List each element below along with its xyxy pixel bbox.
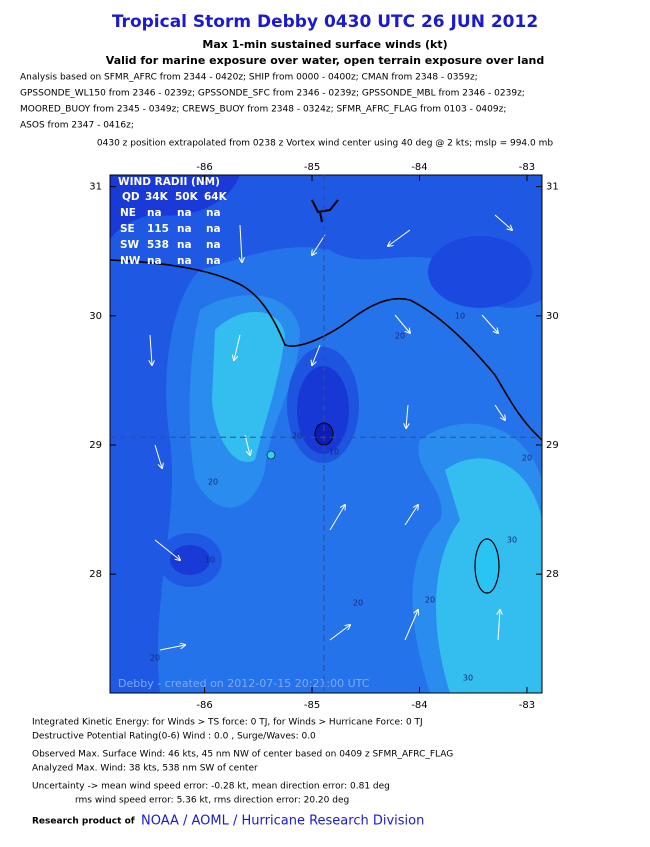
x-tick-label: -84 bbox=[411, 162, 427, 173]
radii-cell: na bbox=[206, 255, 221, 267]
analysis-line: MOORED_BUOY from 2345 - 0349z; CREWS_BUO… bbox=[20, 105, 506, 115]
contour-label: 20 bbox=[353, 599, 363, 608]
y-tick-label: 28 bbox=[89, 569, 102, 580]
contour-label: 20 bbox=[208, 478, 218, 487]
radii-cell: na bbox=[177, 255, 192, 267]
x-tick-label: -84 bbox=[411, 700, 427, 711]
radii-cell: SE bbox=[120, 223, 135, 235]
validity: Valid for marine exposure over water, op… bbox=[106, 54, 544, 67]
y-tick-label: 29 bbox=[546, 440, 559, 451]
contour-label: 20 bbox=[292, 432, 302, 441]
radii-cell: na bbox=[147, 207, 162, 219]
footer-line: Analyzed Max. Wind: 38 kts, 538 nm SW of… bbox=[32, 764, 258, 774]
analysis-line: GPSSONDE_WL150 from 2346 - 0239z; GPSSON… bbox=[20, 89, 525, 99]
radii-cell: na bbox=[177, 207, 192, 219]
credit: Research product of bbox=[32, 817, 135, 827]
y-tick-label: 29 bbox=[89, 440, 102, 451]
radii-cell: na bbox=[206, 239, 221, 251]
x-tick-label: -85 bbox=[304, 162, 320, 173]
radii-cell: SW bbox=[120, 239, 140, 251]
contour-label: 20 bbox=[150, 654, 160, 663]
contour-label: 20 bbox=[522, 454, 532, 463]
footer-line: Observed Max. Surface Wind: 46 kts, 45 n… bbox=[32, 750, 453, 760]
radii-cell: NW bbox=[120, 255, 141, 267]
contour-label: 20 bbox=[425, 596, 435, 605]
footer: Integrated Kinetic Energy: for Winds > T… bbox=[32, 718, 453, 829]
position-note: 0430 z position extrapolated from 0238 z… bbox=[97, 139, 553, 149]
radii-cell: na bbox=[206, 207, 221, 219]
contour-label: 30 bbox=[463, 674, 473, 683]
radii-cell: na bbox=[147, 255, 162, 267]
y-tick-label: 30 bbox=[89, 311, 102, 322]
x-tick-label: -83 bbox=[519, 162, 535, 173]
subtitle: Max 1-min sustained surface winds (kt) bbox=[202, 38, 447, 51]
x-tick-label: -83 bbox=[519, 700, 535, 711]
x-tick-label: -86 bbox=[196, 700, 212, 711]
footer-line: Integrated Kinetic Energy: for Winds > T… bbox=[32, 718, 423, 728]
wind-radii: WIND RADII (NM) QD 34K 50K 64K NE na na na SE 115… bbox=[118, 176, 228, 267]
x-tick-label: -85 bbox=[304, 700, 320, 711]
analysis-line: Analysis based on SFMR_AFRC from 2344 - … bbox=[20, 73, 478, 83]
contour-label: 10 bbox=[455, 312, 465, 321]
radii-cell: na bbox=[177, 223, 192, 235]
map-frame bbox=[109, 174, 543, 694]
contour-label: 10 bbox=[205, 556, 215, 565]
radii-cell: na bbox=[177, 239, 192, 251]
contour-label: 20 bbox=[395, 332, 405, 341]
title: Tropical Storm Debby 0430 UTC 26 JUN 201… bbox=[112, 12, 538, 32]
footer-line: Destructive Potential Rating(0-6) Wind :… bbox=[32, 732, 316, 742]
radii-header: QD bbox=[122, 191, 140, 203]
footer-line: rms wind speed error: 5.36 kt, rms direc… bbox=[75, 796, 349, 806]
y-tick-label: 31 bbox=[546, 182, 559, 193]
contour-label: 30 bbox=[507, 536, 517, 545]
y-tick-label: 31 bbox=[89, 182, 102, 193]
radii-header: 64K bbox=[204, 191, 228, 203]
x-tick-label: -86 bbox=[196, 162, 212, 173]
contour-label: 10 bbox=[329, 448, 339, 457]
wind-field bbox=[110, 175, 542, 693]
y-tick-label: 28 bbox=[546, 569, 559, 580]
radii-header: 50K bbox=[175, 191, 199, 203]
analysis-line: ASOS from 2347 - 0416z; bbox=[20, 121, 134, 131]
radii-cell: 115 bbox=[147, 223, 169, 235]
footer-line: Uncertainty -> mean wind speed error: -0… bbox=[32, 782, 390, 792]
radii-cell: na bbox=[206, 223, 221, 235]
radii-header: 34K bbox=[145, 191, 169, 203]
radii-cell: NE bbox=[120, 207, 136, 219]
analysis: Analysis based on SFMR_AFRC from 2344 - … bbox=[20, 73, 525, 131]
radii-title: WIND RADII (NM) bbox=[118, 176, 220, 188]
credit-link[interactable]: NOAA / AOML / Hurricane Research Divisio… bbox=[141, 814, 424, 829]
radii-cell: 538 bbox=[147, 239, 169, 251]
y-tick-label: 30 bbox=[546, 311, 559, 322]
wind-arrows bbox=[150, 214, 512, 651]
watermark: Debby - created on 2012-07-15 20:21:00 U… bbox=[118, 677, 370, 690]
